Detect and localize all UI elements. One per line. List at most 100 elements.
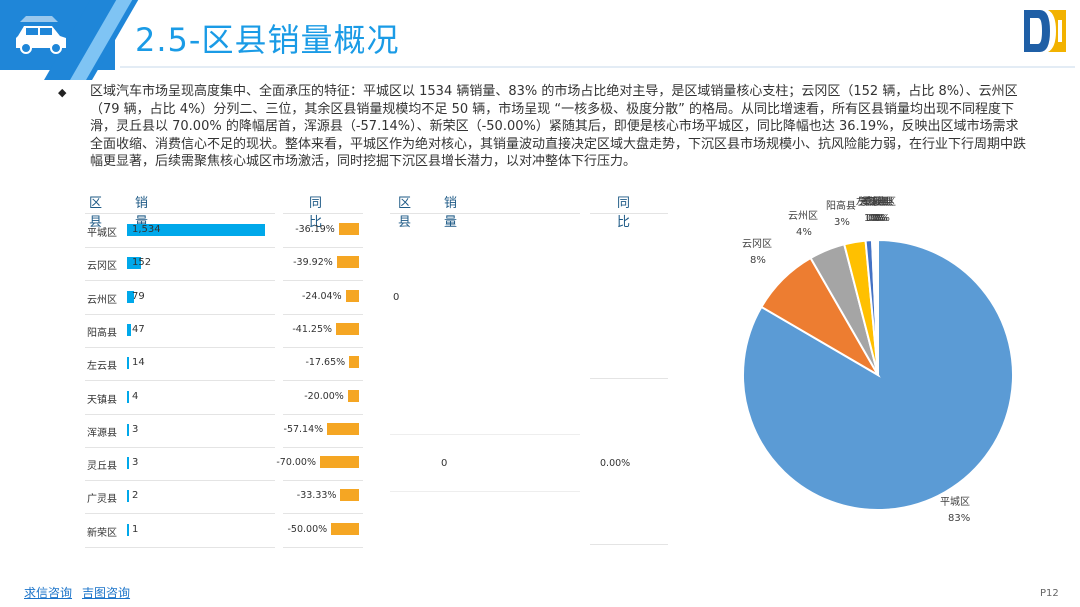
- pie-label-pct: 0%: [872, 213, 888, 224]
- title-divider: [120, 66, 1075, 68]
- yoy-bar: [320, 456, 359, 469]
- table-row: 平城区 1,534: [85, 214, 275, 248]
- sales-bar: [127, 357, 129, 370]
- pie-label-name: 灵丘县: [862, 196, 892, 208]
- yoy-row: -24.04%: [283, 281, 363, 315]
- district-name: 灵丘县: [87, 461, 117, 473]
- summary-paragraph: ◆ 区域汽车市场呈现高度集中、全面承压的特征：平城区以 1534 辆销量、83%…: [58, 83, 1030, 171]
- sales-bar: [127, 423, 129, 436]
- sales-bar: [127, 490, 129, 503]
- pie-label-name: 广灵县: [864, 196, 894, 208]
- sales-value: 3: [132, 457, 139, 469]
- pie-label-name: 阳高县: [826, 199, 856, 212]
- yoy-bar: [349, 356, 359, 369]
- footer-link-1[interactable]: 求信咨询: [24, 586, 73, 600]
- yoy-value: -24.04%: [301, 290, 342, 302]
- sales-bar: [127, 390, 129, 403]
- pie-label-name: 平城区: [940, 496, 970, 508]
- right-divider-mid: [590, 378, 668, 379]
- sales-bar: [127, 523, 129, 536]
- district-name: 天镇县: [87, 394, 117, 406]
- sales-value: 1: [132, 523, 139, 535]
- table-row: 广灵县 2: [85, 480, 275, 515]
- col-header-yoy: 同比: [309, 196, 323, 230]
- district-name: 平城区: [87, 228, 117, 239]
- footer-links: 求信咨询 吉图咨询: [24, 584, 140, 601]
- yoy-value: -39.92%: [293, 257, 333, 269]
- district-name: 云冈区: [87, 261, 117, 273]
- sales-value: 4: [132, 390, 139, 402]
- header-divider-right-b: [590, 213, 668, 214]
- yoy-value: -36.19%: [295, 224, 335, 235]
- yoy-value: -50.00%: [287, 523, 328, 535]
- table-row: 天镇县 4: [85, 381, 275, 415]
- yoy-row: -57.14%: [283, 414, 363, 448]
- yoy-row: -36.19%: [283, 214, 363, 248]
- sales-bar: [127, 457, 129, 470]
- district-name: 新荣区: [87, 527, 117, 539]
- brand-logo-icon: [1024, 10, 1066, 52]
- sales-value: 79: [132, 290, 145, 302]
- table-row: 浑源县 3: [85, 414, 275, 448]
- yoy-value: -70.00%: [276, 457, 316, 469]
- yoy-bar: [336, 322, 359, 335]
- table-row: 云州区 79: [85, 281, 275, 315]
- title-bar: 2.5-区县销量概况: [0, 0, 1080, 84]
- right-sales-value-a: 0: [393, 292, 400, 303]
- footer-link-2[interactable]: 吉图咨询: [82, 586, 131, 600]
- pie-label-pct: 3%: [834, 217, 850, 228]
- sales-share-pie-chart: 平城区83%云冈区8%云州区4%阳高县3%左云县1%天镇县0%浑源县0%灵丘县0…: [742, 195, 1014, 524]
- district-name: 浑源县: [87, 427, 117, 439]
- district-name: 阳高县: [87, 327, 117, 339]
- table-row: 新荣区 1: [85, 514, 275, 548]
- header-divider-b: [283, 213, 363, 214]
- table-row: 灵丘县 3: [85, 447, 275, 482]
- page-number: P12: [1040, 588, 1059, 599]
- district-name: 云州区: [87, 294, 117, 306]
- sales-bar: [127, 257, 141, 270]
- pie-label-name: 左云县: [856, 195, 886, 208]
- table-row: 左云县 14: [85, 347, 275, 382]
- pie-label-pct: 8%: [750, 255, 766, 266]
- yoy-bar: [327, 422, 359, 435]
- sales-value: 152: [132, 257, 152, 269]
- car-icon: [16, 16, 66, 54]
- right-divider-bottom: [590, 544, 668, 545]
- col-header-sales-right: 销量: [444, 196, 458, 230]
- yoy-bar: [338, 223, 359, 235]
- header-divider-a: [85, 213, 275, 214]
- pie-label-pct: 4%: [796, 227, 812, 238]
- yoy-bar: [347, 389, 359, 402]
- table-row: 云冈区 152: [85, 247, 275, 282]
- yoy-row: -20.00%: [283, 381, 363, 415]
- yoy-row: -17.65%: [283, 347, 363, 382]
- sales-value: 2: [132, 490, 139, 502]
- bullet-diamond-icon: ◆: [58, 86, 67, 99]
- yoy-value: -41.25%: [292, 323, 333, 335]
- pie-label-name: 新荣区: [866, 195, 896, 208]
- right-empty-cell: [390, 434, 580, 492]
- right-yoy-value: 0.00%: [600, 458, 631, 469]
- district-name: 广灵县: [87, 494, 117, 506]
- pie-label-pct: 0%: [870, 213, 886, 224]
- yoy-bar: [345, 289, 359, 302]
- col-header-yoy-right: 同比: [617, 196, 631, 230]
- sales-value: 1,534: [132, 224, 161, 235]
- col-header-district: 区县: [89, 196, 103, 230]
- sales-value: 14: [132, 357, 145, 369]
- pie-label-pct: 0%: [868, 213, 884, 224]
- yoy-row: -41.25%: [283, 314, 363, 348]
- pie-label-name: 浑源县: [860, 195, 890, 208]
- col-header-district-right: 区县: [398, 196, 412, 230]
- yoy-row: -39.92%: [283, 247, 363, 282]
- yoy-row: -70.00%: [276, 447, 363, 482]
- pie-label-name: 云冈区: [742, 238, 772, 250]
- header-divider-right-a: [390, 213, 580, 214]
- yoy-value: -20.00%: [304, 390, 344, 402]
- sales-bar: [127, 290, 135, 303]
- sales-value: 47: [132, 323, 145, 335]
- yoy-value: -17.65%: [305, 357, 346, 369]
- yoy-value: -57.14%: [283, 423, 324, 435]
- pie-label-name: 天镇县: [858, 195, 888, 208]
- yoy-bar: [331, 522, 359, 535]
